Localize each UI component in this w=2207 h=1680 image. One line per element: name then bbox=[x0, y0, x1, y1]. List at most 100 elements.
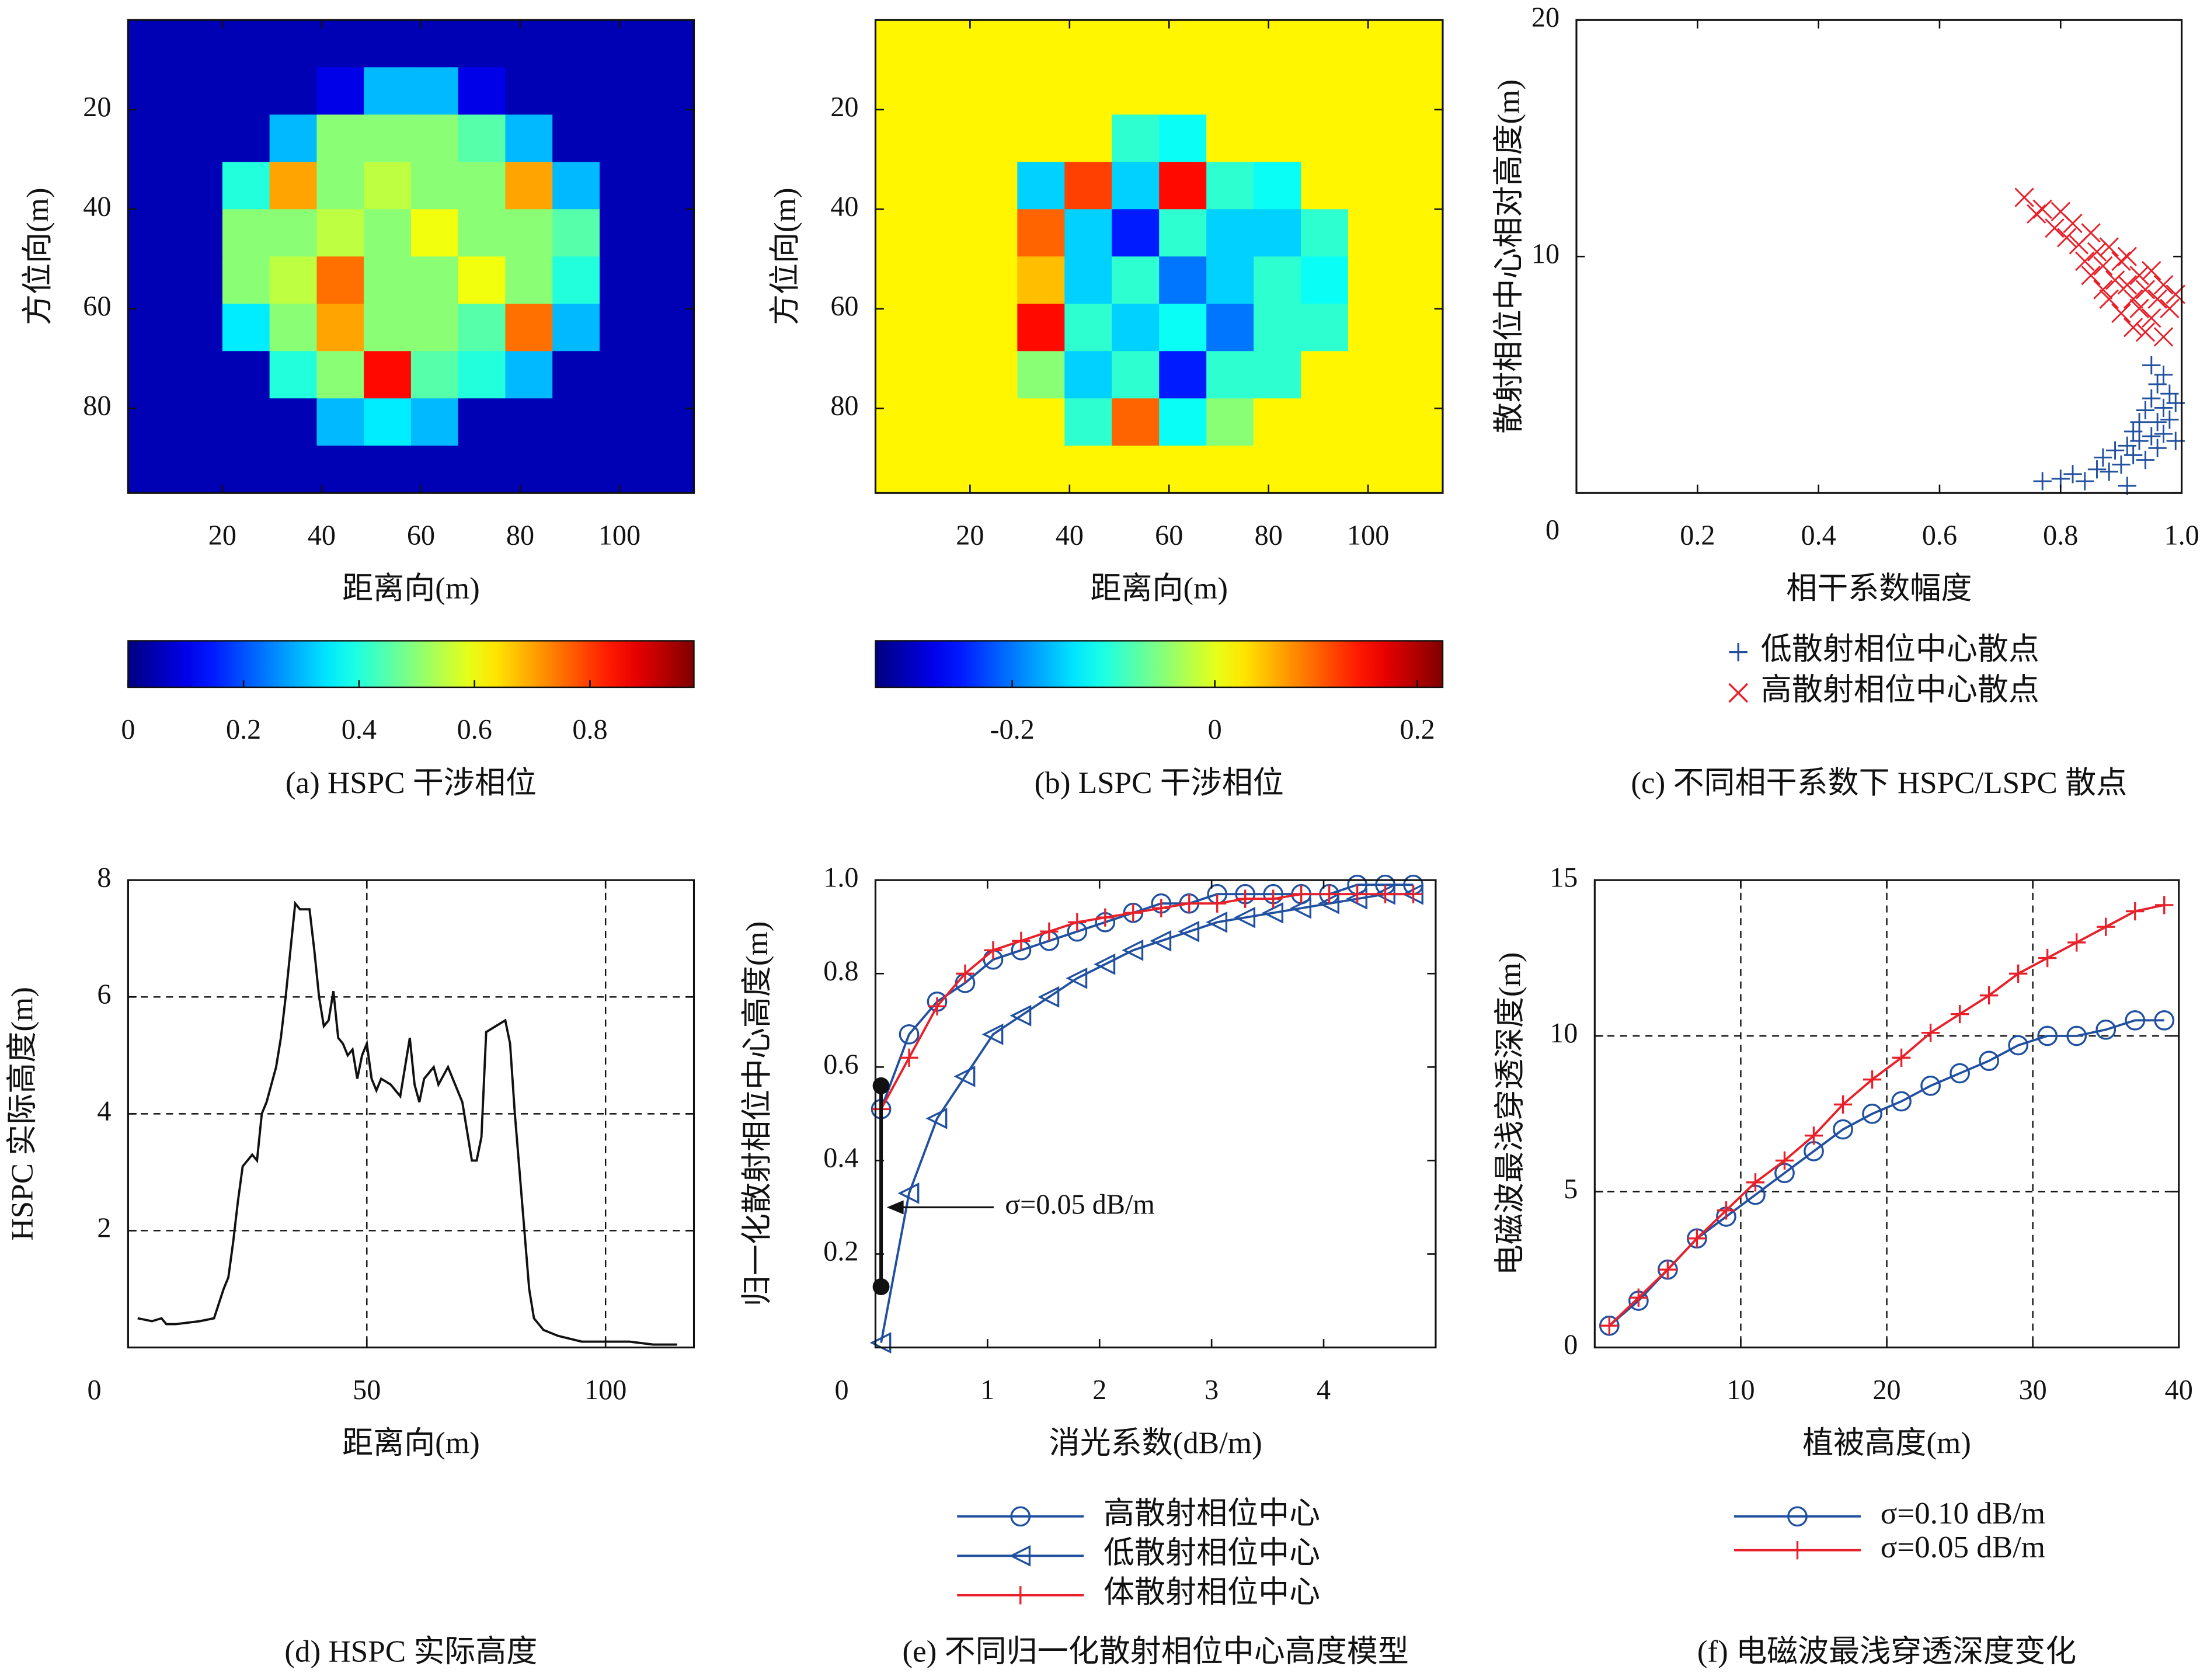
marker bbox=[956, 964, 974, 983]
heatmap-cell bbox=[269, 114, 318, 163]
colorbar bbox=[875, 640, 1444, 688]
marker bbox=[1950, 1004, 1969, 1024]
marker bbox=[2130, 432, 2149, 450]
heatmap-cell bbox=[1395, 398, 1444, 447]
heatmap-cell bbox=[458, 398, 506, 447]
marker bbox=[1012, 931, 1031, 950]
heatmap-cell bbox=[364, 20, 412, 68]
marker bbox=[2027, 204, 2046, 224]
marker bbox=[2111, 251, 2131, 272]
heatmap-cell bbox=[364, 446, 412, 494]
heatmap-cell bbox=[458, 162, 506, 210]
heatmap-cell bbox=[1064, 351, 1113, 399]
marker bbox=[1292, 885, 1311, 903]
heatmap-cell bbox=[599, 162, 648, 210]
marker bbox=[2135, 322, 2156, 342]
heatmap-cell bbox=[505, 351, 554, 399]
heatmap-cell bbox=[1064, 20, 1113, 68]
marker bbox=[1150, 930, 1172, 952]
legend-label: σ=0.05 dB/m bbox=[1881, 1531, 2045, 1564]
marker bbox=[1376, 885, 1395, 903]
x-tick-label: 40 bbox=[1056, 520, 1084, 551]
plot-frame bbox=[127, 19, 695, 494]
heatmap-cell bbox=[1017, 304, 1066, 352]
y-axis-label: 归一化散射相位中心高度(m) bbox=[740, 921, 774, 1307]
heatmap-cell bbox=[505, 398, 554, 447]
legend-label: σ=0.10 dB/m bbox=[1881, 1497, 2045, 1531]
y-tick-label: 0.6 bbox=[823, 1049, 858, 1080]
heatmap-cell bbox=[1159, 162, 1207, 210]
heatmap-cell bbox=[646, 304, 695, 352]
heatmap-cell bbox=[458, 446, 506, 494]
heatmap-cell bbox=[1112, 114, 1160, 163]
heatmap-cell bbox=[1206, 67, 1255, 116]
heatmap-cell bbox=[316, 67, 365, 116]
marker bbox=[2099, 289, 2119, 309]
heatmap-cell bbox=[1017, 114, 1066, 163]
y-tick-label: 0.4 bbox=[823, 1142, 858, 1173]
marker bbox=[1234, 906, 1256, 928]
heatmap-cell bbox=[316, 398, 365, 447]
x-tick-label: 60 bbox=[1155, 520, 1183, 551]
heatmap-cell bbox=[222, 398, 270, 447]
marker bbox=[2009, 964, 2028, 983]
marker bbox=[1124, 903, 1143, 922]
heatmap-cell bbox=[1064, 162, 1113, 210]
annotation-arrowhead bbox=[886, 1200, 904, 1215]
x-tick-label: 0 bbox=[87, 1375, 101, 1406]
heatmap-cell bbox=[1112, 209, 1160, 258]
colorbar-tick-label: -0.2 bbox=[990, 714, 1035, 745]
heatmap-cell bbox=[1112, 446, 1160, 494]
heatmap-cell bbox=[1159, 398, 1207, 447]
heatmap-cell bbox=[175, 209, 224, 258]
heatmap-cell bbox=[175, 446, 224, 494]
marker bbox=[899, 1024, 920, 1045]
heatmap-cell bbox=[364, 256, 412, 305]
x-tick-label: 20 bbox=[208, 520, 236, 551]
marker bbox=[2032, 199, 2052, 219]
marker bbox=[1290, 897, 1312, 919]
heatmap-cell bbox=[875, 67, 924, 116]
heatmap-cell bbox=[458, 67, 506, 116]
marker bbox=[1180, 894, 1199, 913]
heatmap-cell bbox=[1064, 304, 1113, 352]
marker bbox=[1920, 1076, 1941, 1096]
marker bbox=[2067, 933, 2086, 952]
x-tick-label: 50 bbox=[353, 1375, 381, 1406]
heatmap-cell bbox=[1301, 398, 1349, 447]
heatmap-cell bbox=[970, 209, 1018, 258]
highlight-point bbox=[872, 1077, 890, 1094]
marker bbox=[1404, 885, 1423, 903]
heatmap-cell bbox=[175, 398, 224, 447]
marker bbox=[2142, 427, 2161, 446]
marker bbox=[925, 1107, 948, 1129]
heatmap-cell bbox=[1301, 209, 1349, 258]
heatmap-cell bbox=[410, 256, 459, 305]
marker bbox=[2160, 411, 2179, 429]
data-line bbox=[1609, 904, 2165, 1327]
heatmap-cell bbox=[364, 398, 412, 447]
heatmap-cell bbox=[128, 114, 176, 163]
marker bbox=[1658, 1260, 1677, 1279]
heatmap-cell bbox=[1301, 114, 1349, 163]
heatmap-cell bbox=[1017, 20, 1066, 68]
heatmap-cell bbox=[1254, 256, 1302, 305]
caption: (a) HSPC 干涉相位 bbox=[286, 766, 537, 800]
marker bbox=[1096, 908, 1115, 927]
heatmap-cell bbox=[1159, 209, 1207, 258]
heatmap-cell bbox=[552, 162, 601, 210]
marker bbox=[2105, 270, 2125, 290]
heatmap-cell bbox=[222, 209, 270, 258]
heatmap-cell bbox=[970, 446, 1018, 494]
marker bbox=[2136, 401, 2155, 420]
legend-marker bbox=[1728, 683, 1749, 703]
x-axis-label: 植被高度(m) bbox=[1802, 1426, 1971, 1460]
y-tick-label: 8 bbox=[97, 862, 111, 893]
heatmap-cell bbox=[1395, 209, 1444, 258]
heatmap-cell bbox=[128, 446, 176, 494]
marker bbox=[1804, 1126, 1823, 1145]
heatmap-cell bbox=[646, 67, 695, 116]
heatmap-cell bbox=[599, 209, 648, 258]
heatmap-cell bbox=[875, 162, 924, 210]
heatmap-cell bbox=[505, 209, 554, 258]
